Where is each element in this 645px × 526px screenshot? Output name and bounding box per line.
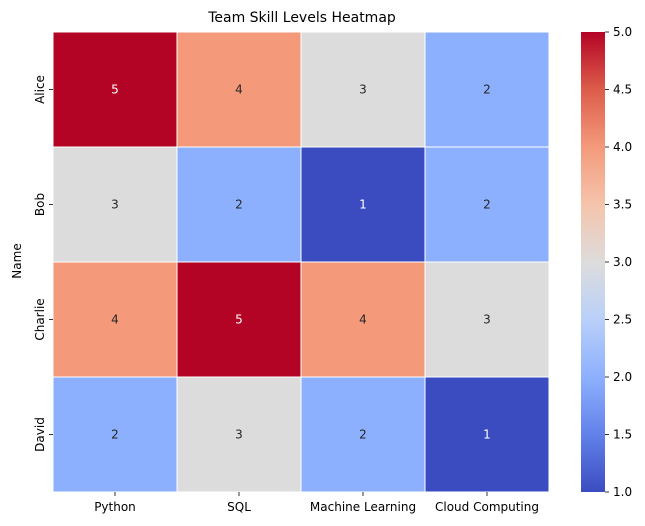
- x-tick-label: SQL: [227, 500, 251, 514]
- heatmap-cell: [176, 376, 302, 493]
- cell-value-label: 4: [359, 313, 367, 327]
- heatmap-cell: [52, 146, 178, 263]
- heatmap-cell: [52, 31, 178, 148]
- colorbar-tick-label: 3.5: [613, 198, 632, 212]
- cell-value-label: 4: [111, 313, 119, 327]
- x-tick-label: Machine Learning: [310, 500, 416, 514]
- cell-value-label: 3: [359, 83, 367, 97]
- colorbar-tick-label: 3.0: [613, 255, 632, 269]
- x-tick-label: Python: [94, 500, 136, 514]
- cell-value-label: 5: [111, 83, 119, 97]
- y-tick-label: Charlie: [33, 298, 47, 340]
- colorbar-gradient: [581, 32, 605, 492]
- cell-value-label: 2: [483, 83, 491, 97]
- cell-value-label: 1: [483, 428, 491, 442]
- x-axis-ticks: Python SQL Machine Learning Cloud Computing: [94, 492, 539, 514]
- colorbar-tick-label: 4.0: [613, 140, 632, 154]
- y-axis-ticks: Alice Bob Charlie David: [33, 75, 53, 452]
- colorbar-tick-label: 1.5: [613, 428, 632, 442]
- colorbar-tick-label: 1.0: [613, 485, 632, 499]
- cell-value-label: 5: [235, 313, 243, 327]
- cell-value-label: 3: [111, 198, 119, 212]
- cell-value-label: 2: [359, 428, 367, 442]
- heatmap-cell: [424, 146, 550, 263]
- x-tick-label: Cloud Computing: [435, 500, 539, 514]
- colorbar: 1.0 1.5 2.0 2.5 3.0 3.5 4.0 4.5 5.0: [581, 25, 632, 499]
- heatmap-cell: [176, 31, 302, 148]
- heatmap-cell: [176, 261, 302, 378]
- colorbar-tick-label: 2.5: [613, 313, 632, 327]
- cell-value-label: 2: [235, 198, 243, 212]
- chart-title: Team Skill Levels Heatmap: [207, 10, 396, 26]
- cell-value-label: 3: [483, 313, 491, 327]
- heatmap-cells: 5 4 3 2 3 2 1 2 4 5 4 3 2 3 2 1: [52, 31, 550, 493]
- heatmap-cell: [300, 31, 426, 148]
- cell-value-label: 2: [483, 198, 491, 212]
- heatmap-cell: [424, 261, 550, 378]
- cell-value-label: 1: [359, 198, 367, 212]
- y-tick-label: Bob: [33, 193, 47, 216]
- cell-value-label: 2: [111, 428, 119, 442]
- cell-value-label: 3: [235, 428, 243, 442]
- y-tick-label: David: [33, 417, 47, 452]
- cell-value-label: 4: [235, 83, 243, 97]
- colorbar-tick-label: 2.0: [613, 370, 632, 384]
- y-tick-label: Alice: [33, 75, 47, 104]
- heatmap-cell: [424, 376, 550, 493]
- heatmap-cell: [424, 31, 550, 148]
- heatmap-cell: [52, 376, 178, 493]
- heatmap-cell: [300, 376, 426, 493]
- heatmap-cell: [176, 146, 302, 263]
- colorbar-tick-label: 5.0: [613, 25, 632, 39]
- colorbar-tick-label: 4.5: [613, 83, 632, 97]
- y-axis-label: Name: [10, 243, 24, 278]
